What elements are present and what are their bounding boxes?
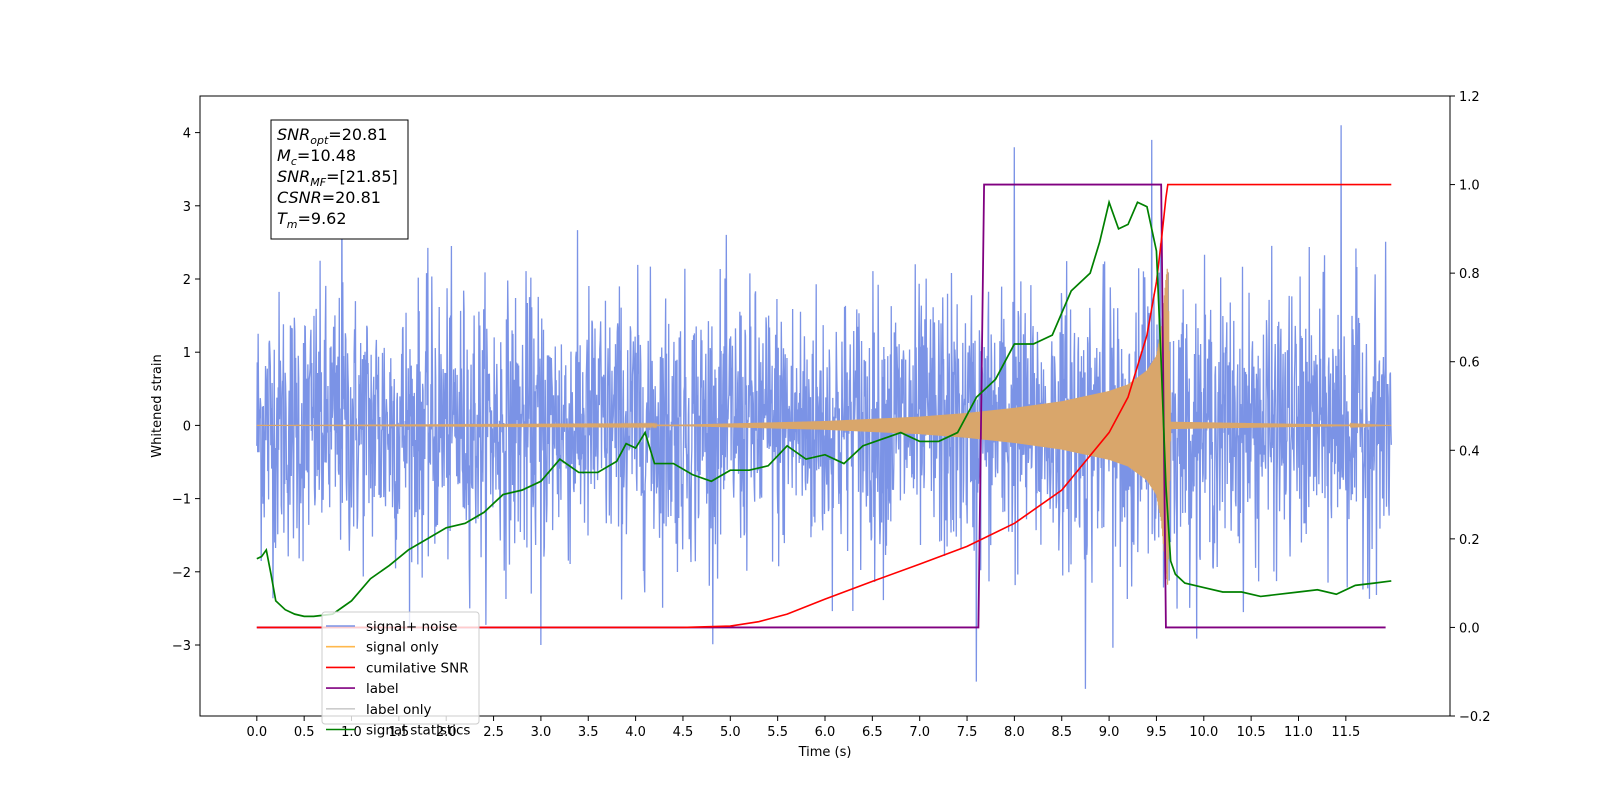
x-tick-label: 10.5: [1237, 725, 1266, 740]
annotation-frame: [270, 119, 409, 240]
x-tick-label: 2.5: [483, 725, 504, 740]
legend-item: signal+ noise: [326, 619, 457, 635]
y-tick-label: 1: [183, 346, 191, 361]
y-tick-label: 0: [183, 419, 191, 434]
x-tick-label: 4.5: [673, 725, 694, 740]
x-tick-label: 1.5: [389, 725, 410, 740]
legend-item: signal statistics: [326, 723, 470, 739]
series-label: [256, 183, 1386, 629]
y2-tick-label: 1.2: [1459, 90, 1480, 105]
legend-label: label only: [366, 702, 432, 718]
x-tick-label: 5.0: [720, 725, 741, 740]
x-tick-label: 3.5: [578, 725, 599, 740]
legend-frame: [321, 611, 480, 725]
y2-tick-label: 1.0: [1459, 179, 1480, 194]
x-tick-label: 2.0: [436, 725, 457, 740]
y-tick-label: 3: [183, 200, 191, 215]
legend-item: cumilative SNR: [326, 660, 469, 676]
series-signal-statistics: [256, 199, 1392, 618]
legend-item: label only: [326, 702, 432, 718]
annotation-line: CSNR=20.81: [277, 188, 381, 207]
x-tick-label: 1.0: [341, 725, 362, 740]
x-tick-label: 8.5: [1051, 725, 1072, 740]
x-tick-label: 4.0: [625, 725, 646, 740]
x-tick-label: 6.5: [862, 725, 883, 740]
y-axis-label: Whitened strain: [150, 354, 165, 457]
annotation-line: Tm=9.62: [277, 209, 347, 231]
legend-label: signal+ noise: [366, 619, 457, 635]
y-tick-label: −2: [172, 566, 191, 581]
x-tick-label: 7.0: [909, 725, 930, 740]
legend-label: label: [366, 681, 399, 697]
annotation-line: SNRopt=20.81: [277, 125, 388, 147]
x-axis: 0.0 0.5 1.0 1.5 2.0 2.5 3.0 3.5 4.0 4.5 5.0 5.5 6.0 6…: [246, 716, 1360, 740]
y-tick-label: −3: [172, 639, 191, 654]
annotation-box: SNRopt=20.81Mc=10.48SNRMF=[21.85]CSNR=20…: [270, 119, 409, 240]
y-tick-label: 2: [183, 273, 191, 288]
y-axis-right: −0.2 0.0 0.2 0.4 0.6 0.8 1.0 1.2: [1450, 90, 1491, 725]
legend-label: cumilative SNR: [366, 660, 469, 676]
x-tick-label: 8.0: [1004, 725, 1025, 740]
y-axis-left: −3 −2 −1 0 1 2 3 4: [172, 127, 200, 654]
x-tick-label: 7.5: [957, 725, 978, 740]
x-tick-label: 6.0: [815, 725, 836, 740]
annotation-line: Mc=10.48: [277, 146, 356, 168]
y2-tick-label: 0.6: [1459, 356, 1480, 371]
x-tick-label: 9.0: [1099, 725, 1120, 740]
legend-item: signal only: [326, 640, 439, 656]
series-signal-plus-noise: [256, 125, 1392, 689]
legend-label: signal statistics: [366, 723, 470, 739]
y2-tick-label: 0.0: [1459, 621, 1480, 636]
x-tick-label: 9.5: [1146, 725, 1167, 740]
x-axis-label: Time (s): [798, 745, 852, 760]
plot-lines: [256, 125, 1392, 689]
series-signal-only: [256, 268, 1392, 585]
series-cumulative-snr: [256, 183, 1392, 629]
x-tick-label: 5.5: [767, 725, 788, 740]
legend-label: signal only: [366, 640, 439, 656]
y2-tick-label: 0.4: [1459, 444, 1480, 459]
y2-tick-label: 0.2: [1459, 533, 1480, 548]
x-tick-label: 0.0: [246, 725, 267, 740]
y2-tick-label: 0.8: [1459, 267, 1480, 282]
annotation-line: SNRMF=[21.85]: [277, 167, 398, 189]
legend-item: label: [326, 681, 399, 697]
legend: signal+ noise signal only cumilative SNR la…: [321, 611, 480, 739]
x-tick-label: 10.0: [1189, 725, 1218, 740]
x-tick-label: 11.5: [1331, 725, 1360, 740]
y-tick-label: −1: [172, 493, 191, 508]
y-tick-label: 4: [183, 127, 191, 142]
x-tick-label: 11.0: [1284, 725, 1313, 740]
y2-tick-label: −0.2: [1459, 710, 1491, 725]
x-tick-label: 3.0: [531, 725, 552, 740]
x-tick-label: 0.5: [294, 725, 315, 740]
